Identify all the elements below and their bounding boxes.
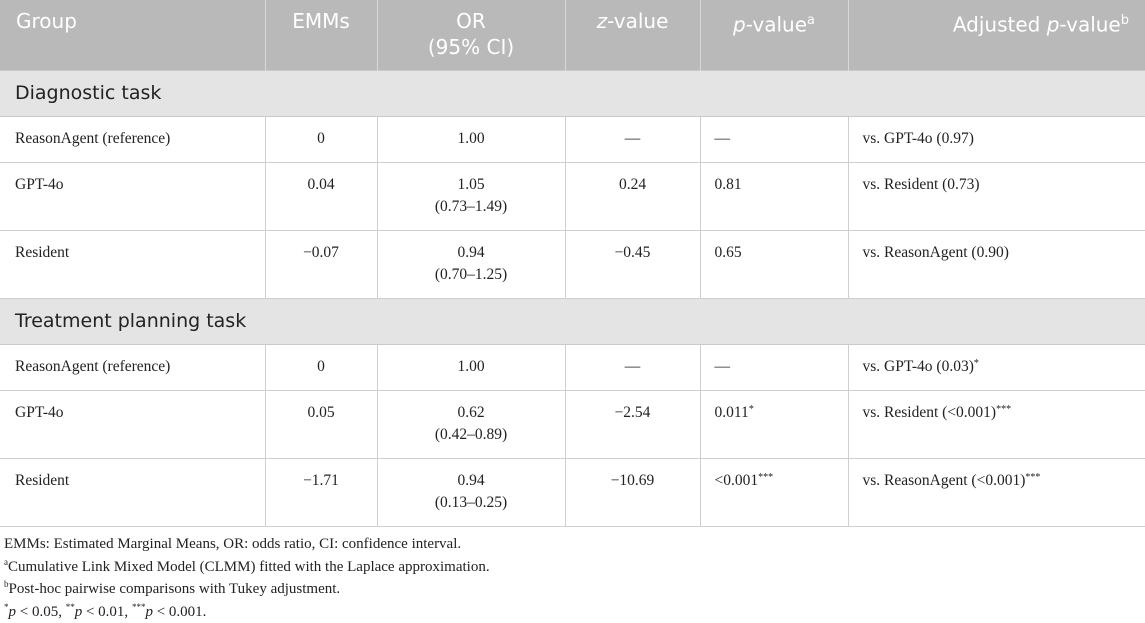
cell-p: <0.001*** [700,458,848,526]
cell-adjusted-p: vs. ReasonAgent (0.90) [848,230,1145,298]
cell-group: Resident [0,230,265,298]
cell-p: 0.81 [700,162,848,230]
header-adjusted-p-value: Adjusted p-valueb [848,0,1145,70]
cell-ci: (0.70–1.25) [435,266,507,283]
cell-adjusted-p: vs. ReasonAgent (<0.001)*** [848,458,1145,526]
cell-z: −0.45 [565,230,700,298]
cell-adjusted-p: vs. GPT-4o (0.03)* [848,344,1145,390]
cell-group: Resident [0,458,265,526]
header-p-value: p-valuea [700,0,848,70]
cell-z: — [565,116,700,162]
cell-group: GPT-4o [0,162,265,230]
cell-z: −10.69 [565,458,700,526]
cell-p: — [700,116,848,162]
significance-marker: * [974,358,979,369]
cell-z: — [565,344,700,390]
cell-p: — [700,344,848,390]
table-row: GPT-4o 0.04 1.05(0.73–1.49) 0.24 0.81 vs… [0,162,1145,230]
header-emms: EMMs [265,0,377,70]
cell-emm: −1.71 [265,458,377,526]
significance-marker: *** [1025,472,1040,483]
cell-group: ReasonAgent (reference) [0,344,265,390]
table-row: GPT-4o 0.05 0.62(0.42–0.89) −2.54 0.011*… [0,390,1145,458]
cell-or: 1.05(0.73–1.49) [377,162,565,230]
section-title: Treatment planning task [0,298,1145,344]
header-or: OR(95% CI) [377,0,565,70]
cell-or: 0.94(0.13–0.25) [377,458,565,526]
section-header: Treatment planning task [0,298,1145,344]
cell-emm: 0 [265,344,377,390]
table-row: ReasonAgent (reference) 0 1.00 — — vs. G… [0,116,1145,162]
cell-or: 0.62(0.42–0.89) [377,390,565,458]
cell-adjusted-p: vs. GPT-4o (0.97) [848,116,1145,162]
cell-emm: 0.05 [265,390,377,458]
cell-adjusted-p: vs. Resident (<0.001)*** [848,390,1145,458]
table-body: Diagnostic task ReasonAgent (reference) … [0,70,1145,526]
table-header: Group EMMs OR(95% CI) z-value p-valuea A… [0,0,1145,70]
cell-adjusted-p: vs. Resident (0.73) [848,162,1145,230]
significance-marker: * [749,404,754,415]
significance-marker: *** [758,472,773,483]
header-group: Group [0,0,265,70]
section-title: Diagnostic task [0,70,1145,116]
cell-ci: (0.13–0.25) [435,494,507,511]
results-table: Group EMMs OR(95% CI) z-value p-valuea A… [0,0,1145,527]
header-z-value: z-value [565,0,700,70]
cell-ci: (0.42–0.89) [435,426,507,443]
cell-or: 0.94(0.70–1.25) [377,230,565,298]
cell-group: GPT-4o [0,390,265,458]
cell-z: −2.54 [565,390,700,458]
table-row: Resident −1.71 0.94(0.13–0.25) −10.69 <0… [0,458,1145,526]
section-header: Diagnostic task [0,70,1145,116]
footnote-b: bPost-hoc pairwise comparisons with Tuke… [4,578,490,601]
table-row: ReasonAgent (reference) 0 1.00 — — vs. G… [0,344,1145,390]
cell-z: 0.24 [565,162,700,230]
cell-emm: 0.04 [265,162,377,230]
cell-ci: (0.73–1.49) [435,198,507,215]
cell-emm: 0 [265,116,377,162]
cell-group: ReasonAgent (reference) [0,116,265,162]
table-row: Resident −0.07 0.94(0.70–1.25) −0.45 0.6… [0,230,1145,298]
cell-p: 0.65 [700,230,848,298]
footnote-abbreviations: EMMs: Estimated Marginal Means, OR: odds… [4,533,490,556]
cell-or: 1.00 [377,116,565,162]
significance-marker: *** [996,404,1011,415]
cell-or: 1.00 [377,344,565,390]
footnote-a: aCumulative Link Mixed Model (CLMM) fitt… [4,556,490,579]
cell-p: 0.011* [700,390,848,458]
table-footnotes: EMMs: Estimated Marginal Means, OR: odds… [4,533,490,623]
cell-emm: −0.07 [265,230,377,298]
